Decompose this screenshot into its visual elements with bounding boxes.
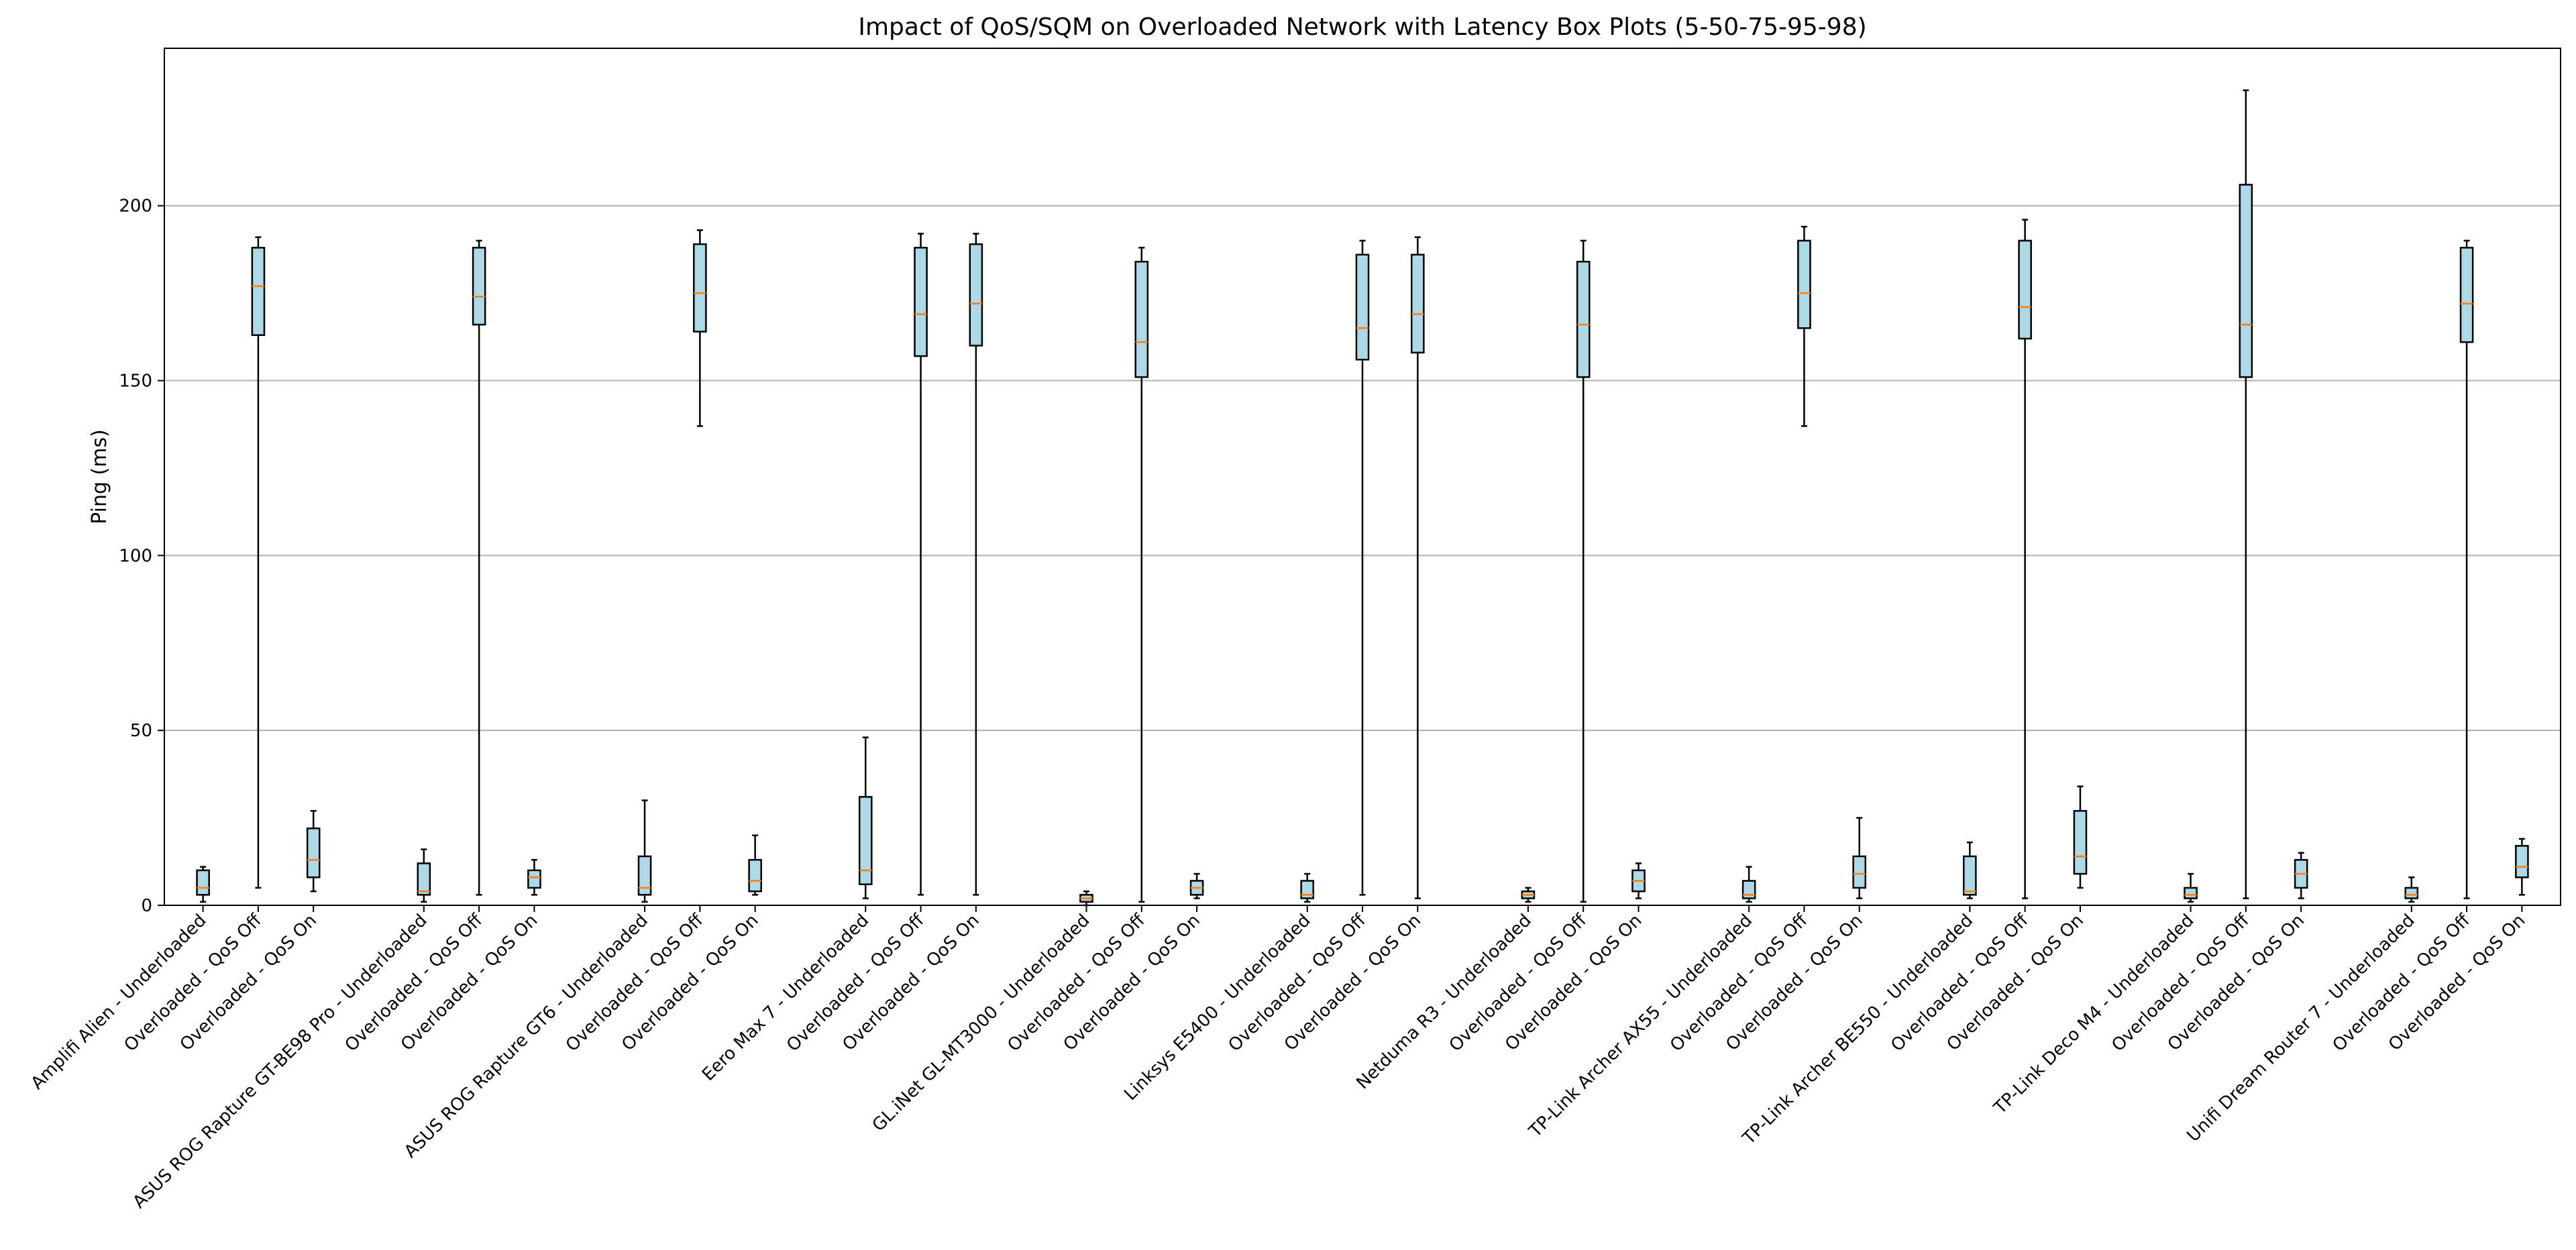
iqr-box [1134,260,1149,378]
iqr-box [1355,253,1370,361]
iqr-box [417,862,431,896]
iqr-box [1852,855,1867,889]
iqr-box [472,247,486,326]
box-plot [1576,239,1591,903]
box-plot [1852,817,1867,899]
box-plot [1411,236,1425,899]
iqr-box [858,796,873,885]
iqr-box [1963,855,1977,896]
box-plot [2073,785,2088,889]
iqr-box [2239,184,2253,378]
y-axis-label: Ping (ms) [88,429,111,524]
box-plot [306,809,321,893]
y-tick-label: 200 [119,196,152,217]
iqr-box [2515,845,2529,878]
box-plot [693,229,707,427]
iqr-box [748,858,762,893]
iqr-box [1300,880,1314,899]
box-plot [2018,219,2032,899]
box-plot [2294,852,2308,899]
iqr-box [2073,809,2088,875]
iqr-box [1411,253,1425,354]
y-tick-label: 150 [119,372,152,392]
iqr-box [2459,247,2474,343]
box-plot [1300,872,1314,903]
box-plot [527,858,541,896]
box-plot [472,239,486,896]
box-plot [2404,876,2419,903]
chart-title: Impact of QoS/SQM on Overloaded Network … [858,13,1866,41]
box-plot [1963,841,1977,899]
box-plot [1797,225,1811,427]
iqr-box [693,243,707,333]
iqr-box [1797,239,1811,329]
iqr-box [914,247,928,357]
box-plot [748,834,762,896]
box-plot [251,236,266,889]
iqr-box [969,243,983,347]
y-tick-label: 0 [141,896,152,916]
box-plot [858,736,873,899]
box-plot [637,799,652,903]
iqr-box [251,247,266,336]
iqr-box [1576,260,1591,378]
y-tick-label: 50 [130,721,152,741]
box-plot [1355,239,1370,896]
box-plot [417,848,431,903]
iqr-box [527,869,541,889]
box-plot [1741,866,1756,903]
box-plot [2515,838,2529,896]
box-plots [196,89,2529,907]
iqr-box [2184,887,2198,899]
box-plot [914,233,928,896]
iqr-box [1741,880,1756,899]
iqr-box [196,869,210,896]
iqr-box [637,855,652,896]
box-plot [1631,862,1646,899]
box-plot [2184,872,2198,903]
iqr-box [2018,239,2032,340]
box-plot [1189,872,1204,899]
box-plot [969,233,983,896]
box-plot [2239,89,2253,899]
iqr-box [306,827,321,878]
box-plot [1134,247,1149,903]
box-plot [196,866,210,903]
iqr-box [2404,887,2419,899]
box-plot [1521,887,1536,903]
box-plot [2459,239,2474,899]
y-tick-label: 100 [119,546,152,566]
